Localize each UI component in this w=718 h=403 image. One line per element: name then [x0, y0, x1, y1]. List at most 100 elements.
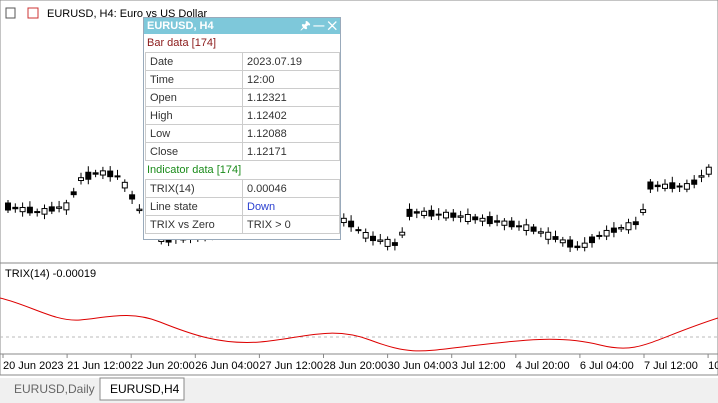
candle-body — [136, 208, 143, 212]
time-label: 26 Jun 04:00 — [195, 360, 259, 372]
row: TRIX vs Zero TRIX > 0 — [145, 215, 340, 234]
candle-body — [121, 181, 128, 189]
value: 1.12171 — [242, 142, 340, 161]
label: High — [145, 106, 243, 125]
candle-body — [632, 221, 639, 226]
candle-body — [362, 232, 369, 239]
candle-body — [377, 239, 384, 242]
window-controls[interactable]: 🖈 — ✕ — [300, 20, 337, 32]
candle-body — [26, 206, 33, 214]
label: TRIX vs Zero — [145, 215, 243, 234]
candle-body — [340, 217, 347, 224]
candle-body — [56, 206, 63, 209]
label: Open — [145, 88, 243, 107]
candle-body — [370, 235, 376, 242]
tab[interactable]: EURUSD,H4 — [110, 382, 180, 396]
label: Low — [145, 124, 243, 143]
candle-body — [406, 208, 413, 217]
data-window-title: EURUSD, H4 🖈 — ✕ — [144, 18, 340, 34]
candle-body — [48, 206, 55, 212]
time-label: 7 Jul 12:00 — [644, 360, 698, 372]
candle-body — [683, 183, 690, 190]
candle-body — [384, 238, 391, 247]
candle-body — [421, 210, 428, 216]
candle-body — [596, 234, 603, 237]
data-window[interactable]: EURUSD, H4 🖈 — ✕ Bar data [174] Date 2023.… — [143, 17, 341, 240]
candle-body — [603, 229, 610, 237]
candle-body — [545, 231, 552, 240]
time-label: 6 Jul 04:00 — [580, 360, 634, 372]
chart-title: EURUSD, H4: Euro vs US Dollar — [47, 8, 207, 20]
icon — [27, 7, 39, 19]
candle-body — [669, 182, 676, 189]
section-header: Bar data [174] — [147, 37, 217, 49]
candle-body — [647, 181, 654, 190]
candle-body — [662, 183, 668, 189]
value: 12:00 — [242, 70, 340, 89]
row: Open 1.12321 — [145, 88, 340, 107]
candle-body — [574, 245, 581, 249]
value: 1.12321 — [242, 88, 340, 107]
trix-line — [0, 297, 718, 352]
tab-active[interactable] — [99, 377, 185, 401]
candle-body — [5, 202, 11, 211]
time-label: 30 Jun 04:00 — [388, 360, 452, 372]
candle-body — [114, 175, 121, 178]
candle-body — [705, 166, 712, 175]
candle-body — [486, 216, 493, 225]
candle-body — [92, 172, 99, 175]
candle-body — [129, 194, 136, 200]
candle-body — [457, 215, 464, 218]
label: Time — [145, 70, 243, 89]
candle-body — [399, 231, 406, 236]
time-label: 4 Jul 20:00 — [516, 360, 570, 372]
candle-body — [99, 170, 106, 176]
value: 1.12402 — [242, 106, 340, 125]
candle-body — [537, 231, 544, 234]
candle-body — [355, 229, 362, 232]
candle-body — [494, 220, 501, 223]
candle-body — [618, 227, 625, 230]
candle-body — [508, 220, 515, 228]
candle-body — [107, 170, 114, 178]
candle-body — [698, 175, 705, 178]
candle-body — [85, 171, 92, 180]
candle-body — [78, 177, 84, 182]
time-label: 3 Jul 12:00 — [452, 360, 506, 372]
candle-body — [41, 208, 48, 215]
candle-body — [691, 179, 698, 185]
value: 2023.07.19 — [242, 52, 340, 71]
candle-body — [19, 206, 26, 213]
candle-body — [450, 212, 457, 218]
candle-body — [581, 242, 588, 248]
candle-body — [479, 217, 486, 222]
candle-body — [501, 220, 508, 226]
time-label: 27 Jun 12:00 — [259, 360, 323, 372]
value: 0.00046 — [242, 179, 340, 198]
time-label: 10 — [708, 360, 718, 372]
candle-body — [464, 214, 471, 223]
label: TRIX(14) — [145, 179, 243, 198]
candle-body — [12, 206, 19, 210]
tab[interactable]: EURUSD,Daily — [14, 382, 95, 396]
candle-body — [567, 239, 574, 248]
candle-body — [625, 222, 632, 231]
value: Down — [242, 197, 340, 216]
label: Line state — [145, 197, 243, 216]
row: Low 1.12088 — [145, 124, 340, 143]
section-header: Indicator data [174] — [147, 164, 242, 176]
candle-body — [428, 209, 435, 217]
time-label: 28 Jun 20:00 — [324, 360, 388, 372]
candle-body — [63, 202, 70, 211]
label: Date — [145, 52, 243, 71]
candle-body — [610, 227, 617, 233]
candle-body — [413, 211, 420, 214]
candle-body — [443, 211, 449, 219]
candle-body — [589, 236, 595, 244]
candle-body — [391, 242, 398, 246]
candle-body — [435, 213, 442, 216]
row: High 1.12402 — [145, 106, 340, 125]
row: TRIX(14) 0.00046 — [145, 179, 340, 198]
